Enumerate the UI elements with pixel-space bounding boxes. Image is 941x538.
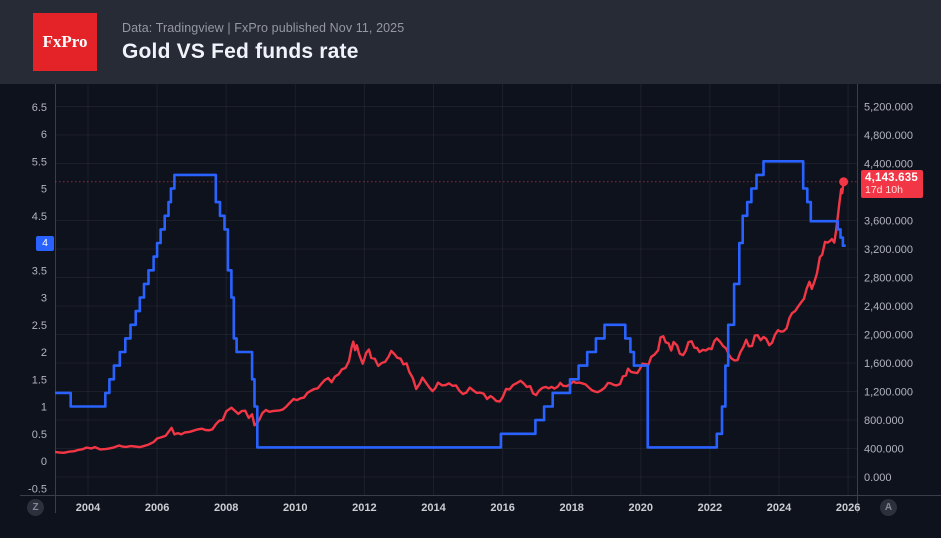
x-axis-tick[interactable]: 2010 <box>283 502 307 514</box>
right-axis-tick[interactable]: 2,400.000 <box>864 301 913 313</box>
fxpro-logo: FxPro <box>33 13 97 71</box>
last-price-value: 4,143.635 <box>865 172 918 185</box>
fxpro-logo-text: FxPro <box>42 32 88 51</box>
fed-funds-line[interactable] <box>55 160 846 449</box>
gold-last-price-badge: 4,143.635 17d 10h <box>861 170 923 199</box>
right-axis-tick[interactable]: 1,200.000 <box>864 387 913 399</box>
left-axis-tick[interactable]: 5.5 <box>32 156 47 168</box>
timezone-button[interactable]: Z <box>27 499 44 516</box>
x-axis-tick[interactable]: 2008 <box>214 502 238 514</box>
right-axis-tick[interactable]: 2,800.000 <box>864 273 913 285</box>
left-axis-tick[interactable]: 1 <box>41 402 47 414</box>
x-axis-tick[interactable]: 2022 <box>698 502 722 514</box>
right-axis-tick[interactable]: 5,200.000 <box>864 102 913 114</box>
gold-price-line[interactable] <box>55 180 845 454</box>
last-price-countdown: 17d 10h <box>865 184 903 197</box>
x-axis-tick[interactable]: 2026 <box>836 502 860 514</box>
right-axis-tick[interactable]: 400.000 <box>864 444 904 456</box>
right-axis-tick[interactable]: 2,000.000 <box>864 330 913 342</box>
right-axis-tick[interactable]: 4,400.000 <box>864 159 913 171</box>
left-axis-tick[interactable]: 6.5 <box>32 102 47 114</box>
left-axis-tick[interactable]: 4.5 <box>32 211 47 223</box>
data-source-line: Data: Tradingview | FxPro published Nov … <box>122 20 405 35</box>
x-axis-tick[interactable]: 2006 <box>145 502 169 514</box>
right-axis-tick[interactable]: 3,600.000 <box>864 216 913 228</box>
right-axis-tick[interactable]: 0.000 <box>864 472 892 484</box>
left-axis-tick[interactable]: 3.5 <box>32 265 47 277</box>
x-axis-tick[interactable]: 2024 <box>767 502 792 514</box>
left-axis-tick[interactable]: 6 <box>41 129 47 141</box>
left-axis-tick[interactable]: 2 <box>41 347 47 359</box>
left-axis-tick[interactable]: 1.5 <box>32 374 47 386</box>
x-axis-tick[interactable]: 2016 <box>490 502 514 514</box>
left-axis-tick[interactable]: -0.5 <box>28 483 47 495</box>
header-bar: FxPro Data: Tradingview | FxPro publishe… <box>0 0 941 84</box>
right-axis-tick[interactable]: 1,600.000 <box>864 358 913 370</box>
last-price-dot <box>839 177 849 187</box>
title-block: Data: Tradingview | FxPro published Nov … <box>122 21 404 64</box>
left-axis-tick[interactable]: 3 <box>41 293 47 305</box>
left-axis-tick[interactable]: 0 <box>41 456 47 468</box>
x-axis-tick[interactable]: 2012 <box>352 502 376 514</box>
fed-funds-last-value-badge: 4 <box>36 235 54 251</box>
x-axis-tick[interactable]: 2014 <box>421 502 446 514</box>
x-axis-tick[interactable]: 2018 <box>559 502 583 514</box>
right-axis-tick[interactable]: 4,800.000 <box>864 130 913 142</box>
left-axis-tick[interactable]: 0.5 <box>32 429 47 441</box>
x-axis-tick[interactable]: 2020 <box>629 502 653 514</box>
right-axis-tick[interactable]: 3,200.000 <box>864 244 913 256</box>
right-axis-tick[interactable]: 800.000 <box>864 415 904 427</box>
left-axis-tick[interactable]: 5 <box>41 184 47 196</box>
auto-scale-button[interactable]: A <box>880 499 897 516</box>
chart-title: Gold VS Fed funds rate <box>122 39 359 63</box>
left-axis-tick[interactable]: 2.5 <box>32 320 47 332</box>
x-axis-tick[interactable]: 2004 <box>76 502 101 514</box>
